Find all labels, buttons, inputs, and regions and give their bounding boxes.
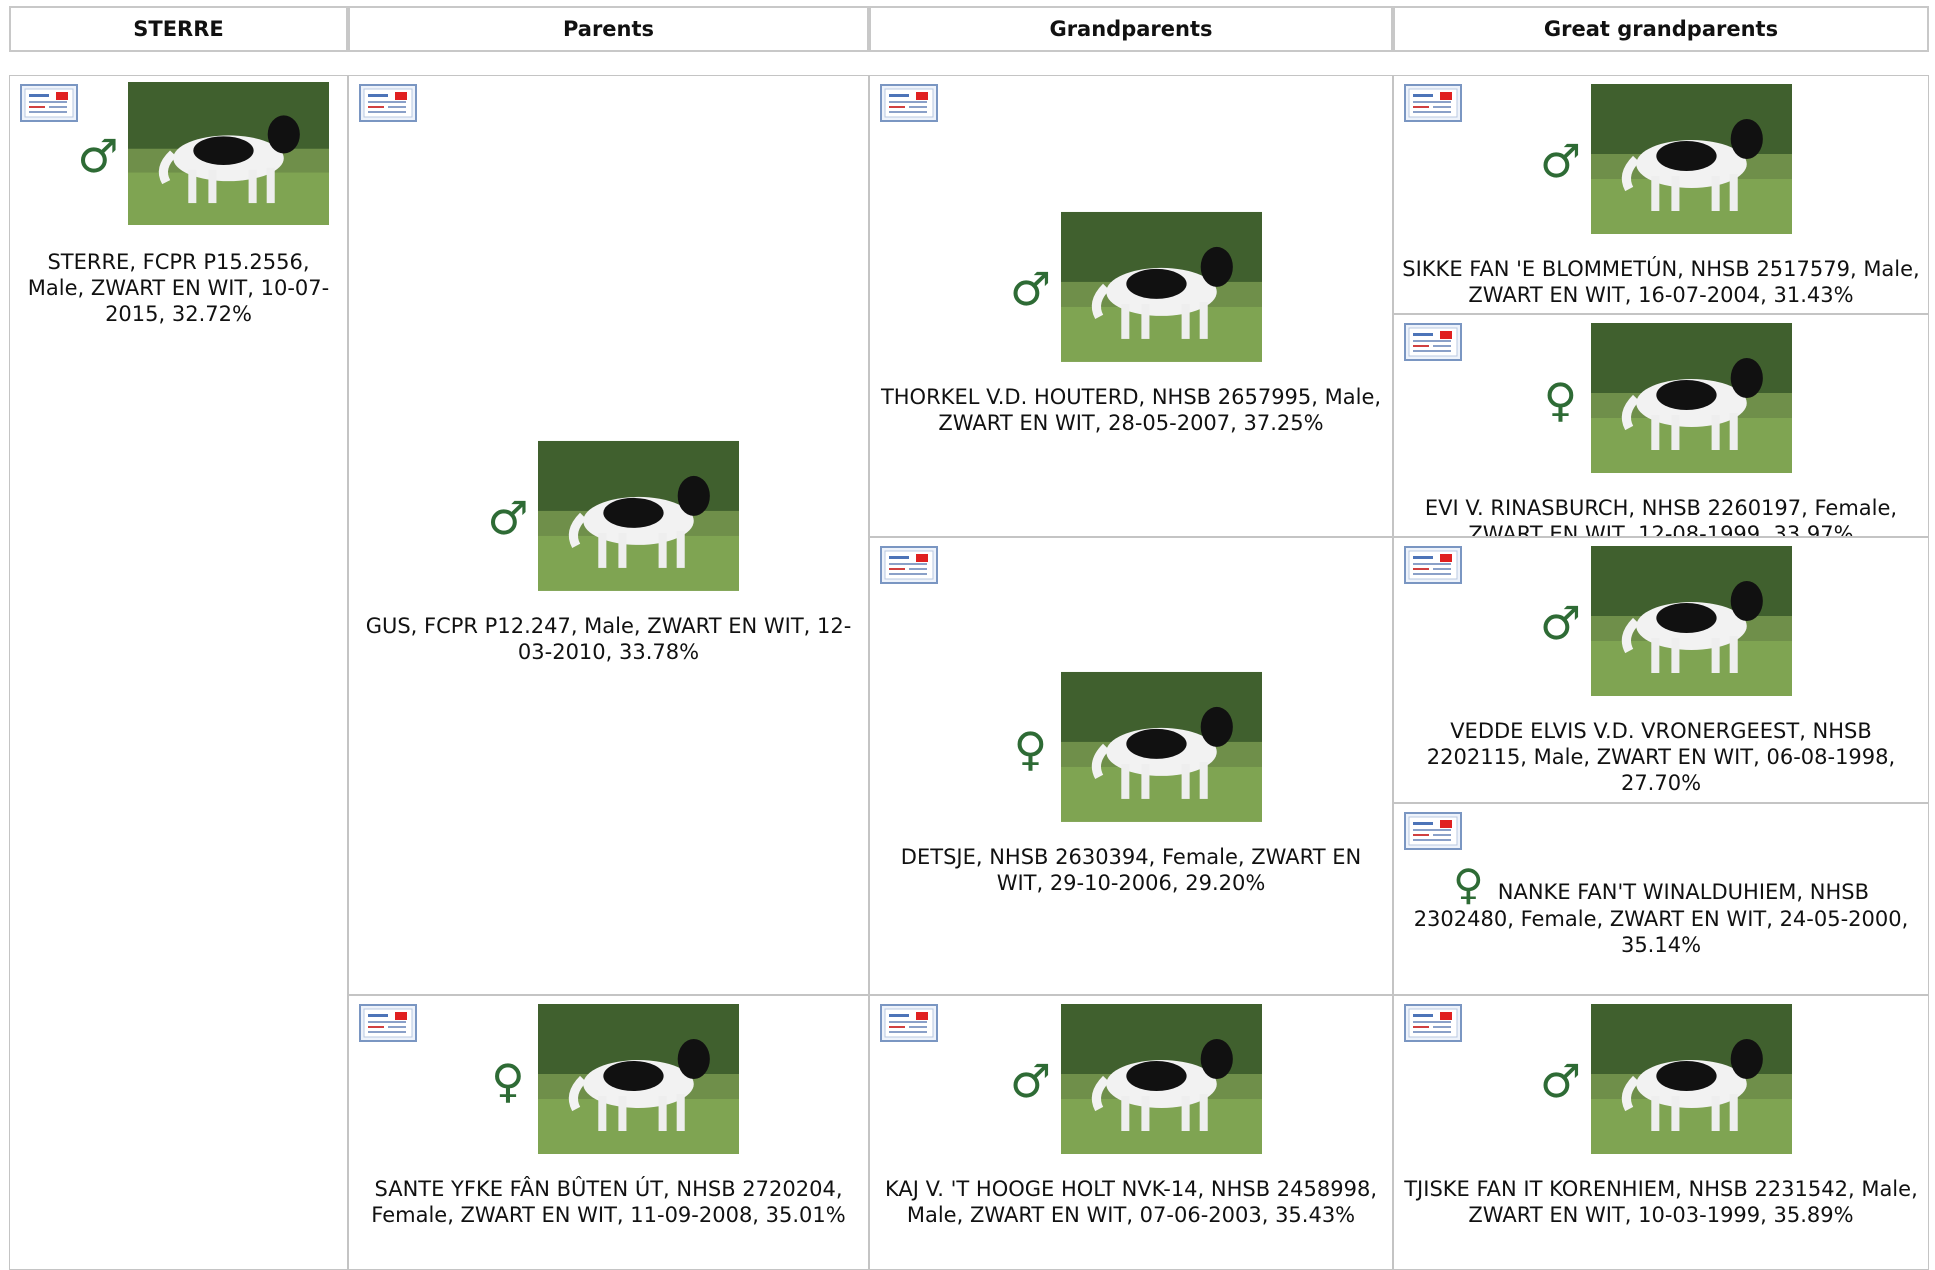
info-card-icon[interactable] [880, 1004, 938, 1046]
dog-photo-row: ♀ [478, 1004, 739, 1158]
sex-symbol: ♀ [491, 1054, 525, 1108]
dog-photo [1060, 211, 1262, 366]
info-card-icon[interactable] [880, 84, 938, 126]
info-card-icon[interactable] [1404, 546, 1462, 588]
dog-entry: ♀ SANTE YFKE FÂN BÛTEN ÚT, NHSB 2720204, … [349, 1004, 868, 1228]
dog-photo-row: ♂ [1531, 546, 1792, 700]
dog-entry: ♂ VEDDE ELVIS V.D. VRONERGEEST, NHSB 2202… [1394, 546, 1928, 796]
dog-details: VEDDE ELVIS V.D. VRONERGEEST, NHSB 22021… [1426, 719, 1896, 795]
dog-photo-row: ♂ [1531, 1004, 1792, 1158]
column-header: Parents [348, 6, 869, 52]
dog-entry: ♀ DETSJE, NHSB 2630394, Female, ZWART EN … [870, 671, 1392, 896]
dog-photo-row: ♂ [478, 440, 739, 595]
dog-cell: ♂ VEDDE ELVIS V.D. VRONERGEEST, NHSB 2202… [1393, 537, 1929, 803]
dog-entry: ♂ STERRE, FCPR P15.2556, Male, ZWART EN W… [10, 82, 347, 327]
sex-symbol: ♀ [1543, 373, 1578, 427]
dog-photo-row: ♂ [1531, 84, 1792, 238]
dog-photo [1590, 546, 1792, 700]
dog-photo [128, 82, 329, 229]
sex-symbol: ♀ [1453, 860, 1484, 909]
dog-cell: ♀ SANTE YFKE FÂN BÛTEN ÚT, NHSB 2720204, … [348, 995, 869, 1270]
dog-cell: ♀ DETSJE, NHSB 2630394, Female, ZWART EN … [869, 537, 1393, 995]
info-card-icon[interactable] [20, 84, 78, 126]
dog-entry: ♂ TJISKE FAN IT KORENHIEM, NHSB 2231542, … [1394, 1004, 1928, 1228]
info-card-icon[interactable] [1404, 1004, 1462, 1046]
dog-details: DETSJE, NHSB 2630394, Female, ZWART EN W… [900, 844, 1362, 895]
column-header: Great grandparents [1393, 6, 1929, 52]
dog-entry: ♀ NANKE FAN'T WINALDUHIEM, NHSB 2302480, … [1394, 864, 1928, 958]
dog-details: SIKKE FAN 'E BLOMMETÚN, NHSB 2517579, Ma… [1402, 257, 1920, 307]
dog-cell: ♀ NANKE FAN'T WINALDUHIEM, NHSB 2302480, … [1393, 803, 1929, 995]
info-card-icon[interactable] [359, 84, 417, 126]
dog-photo [538, 1004, 739, 1158]
dog-photo [1590, 84, 1792, 238]
dog-cell: ♂ KAJ V. 'T HOOGE HOLT NVK-14, NHSB 24589… [869, 995, 1393, 1270]
info-card-icon[interactable] [359, 1004, 417, 1046]
info-card-icon[interactable] [1404, 812, 1462, 854]
dog-entry: ♂ SIKKE FAN 'E BLOMMETÚN, NHSB 2517579, M… [1394, 84, 1928, 308]
dog-photo [1590, 1004, 1792, 1158]
dog-details: TJISKE FAN IT KORENHIEM, NHSB 2231542, M… [1404, 1177, 1918, 1227]
column-header: STERRE [9, 6, 348, 52]
dog-details: STERRE, FCPR P15.2556, Male, ZWART EN WI… [27, 250, 330, 326]
dog-photo-row: ♂ [1001, 1004, 1262, 1158]
sex-symbol: ♀ [1013, 721, 1048, 776]
dog-entry: ♀ EVI V. RINASBURCH, NHSB 2260197, Female… [1394, 323, 1928, 537]
dog-photo-row: ♂ [1001, 211, 1262, 366]
column-header: Grandparents [869, 6, 1393, 52]
dog-cell: ♂ SIKKE FAN 'E BLOMMETÚN, NHSB 2517579, M… [1393, 75, 1929, 314]
dog-photo-row: ♀ [1001, 671, 1262, 826]
dog-entry: ♂ KAJ V. 'T HOOGE HOLT NVK-14, NHSB 24589… [870, 1004, 1392, 1228]
dog-details: EVI V. RINASBURCH, NHSB 2260197, Female,… [1424, 496, 1898, 537]
sex-symbol: ♂ [487, 490, 529, 545]
dog-details: THORKEL V.D. HOUTERD, NHSB 2657995, Male… [880, 384, 1382, 435]
dog-photo-row: ♀ [1531, 323, 1792, 477]
dog-entry: ♂ THORKEL V.D. HOUTERD, NHSB 2657995, Mal… [870, 211, 1392, 436]
dog-details: KAJ V. 'T HOOGE HOLT NVK-14, NHSB 245899… [884, 1177, 1378, 1227]
dog-details: GUS, FCPR P12.247, Male, ZWART EN WIT, 1… [365, 613, 852, 664]
sex-symbol: ♂ [1539, 596, 1582, 650]
dog-details: ♀ NANKE FAN'T WINALDUHIEM, NHSB 2302480, … [1394, 864, 1928, 958]
dog-photo [1060, 671, 1262, 826]
sex-symbol: ♂ [1009, 261, 1052, 316]
sex-symbol: ♂ [1539, 134, 1582, 188]
dog-cell: ♂ THORKEL V.D. HOUTERD, NHSB 2657995, Mal… [869, 75, 1393, 537]
dog-photo [538, 440, 739, 595]
dog-photo [1590, 323, 1792, 477]
dog-cell: ♀ EVI V. RINASBURCH, NHSB 2260197, Female… [1393, 314, 1929, 537]
dog-photo-row: ♂ [68, 82, 329, 229]
dog-entry: ♂ GUS, FCPR P12.247, Male, ZWART EN WIT, … [349, 440, 868, 665]
sex-symbol: ♂ [1009, 1054, 1052, 1108]
dog-cell: ♂ GUS, FCPR P12.247, Male, ZWART EN WIT, … [348, 75, 869, 995]
info-card-icon[interactable] [1404, 84, 1462, 126]
dog-cell: ♂ STERRE, FCPR P15.2556, Male, ZWART EN W… [9, 75, 348, 1270]
dog-details: SANTE YFKE FÂN BÛTEN ÚT, NHSB 2720204, F… [371, 1177, 846, 1227]
info-card-icon[interactable] [1404, 323, 1462, 365]
dog-photo [1060, 1004, 1262, 1158]
dog-text: NANKE FAN'T WINALDUHIEM, NHSB 2302480, F… [1413, 880, 1909, 957]
sex-symbol: ♂ [1539, 1054, 1582, 1108]
dog-cell: ♂ TJISKE FAN IT KORENHIEM, NHSB 2231542, … [1393, 995, 1929, 1270]
sex-symbol: ♂ [77, 128, 119, 183]
info-card-icon[interactable] [880, 546, 938, 588]
